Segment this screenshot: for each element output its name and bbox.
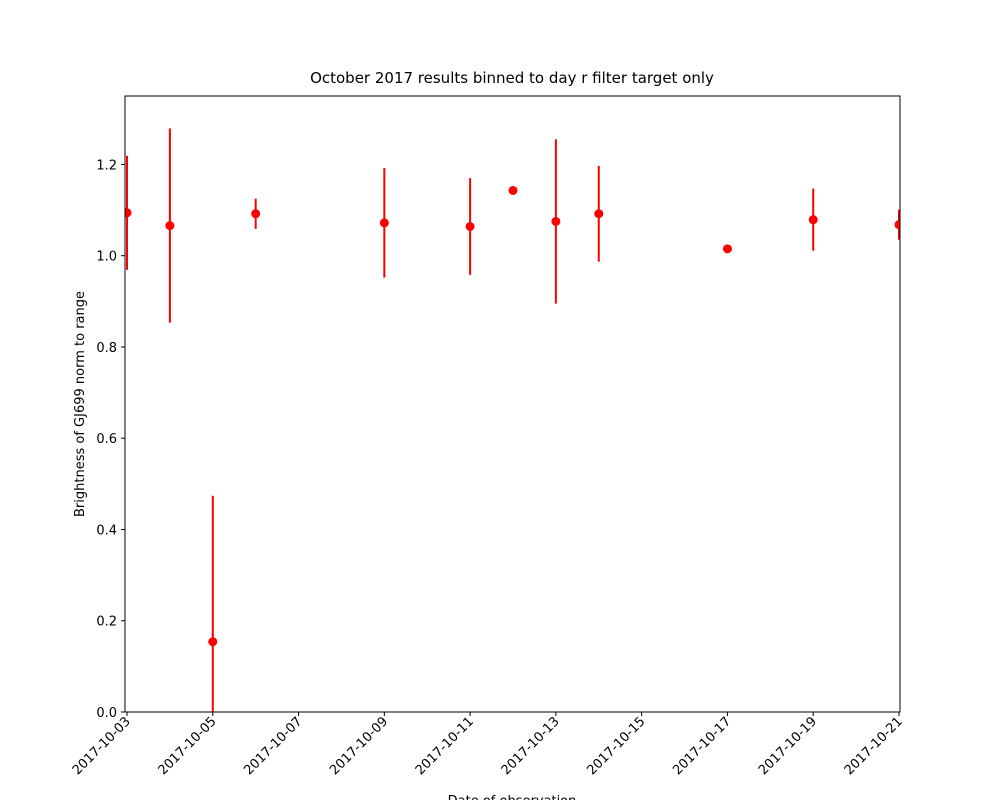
- y-tick-label: 0.8: [96, 341, 117, 356]
- x-tick-label: 2017-10-17: [670, 714, 734, 778]
- x-tick-label: 2017-10-11: [413, 714, 477, 778]
- x-axis-label: Date of observation: [448, 794, 577, 800]
- x-tick-label: 2017-10-21: [842, 714, 906, 778]
- x-tick-label: 2017-10-19: [756, 714, 820, 778]
- data-point: [551, 216, 561, 226]
- data-point: [465, 222, 475, 232]
- data-point: [594, 209, 604, 219]
- y-tick-label: 1.0: [96, 250, 117, 265]
- data-point: [508, 185, 518, 195]
- x-tick-label: 2017-10-15: [584, 714, 648, 778]
- y-axis-label: Brightness of GJ699 norm to range: [73, 291, 88, 517]
- axes-frame: [124, 95, 901, 713]
- chart-title: October 2017 results binned to day r fil…: [310, 69, 714, 87]
- x-tick-label: 2017-10-13: [499, 714, 563, 778]
- y-tick-label: 0.4: [96, 523, 117, 538]
- data-point: [808, 215, 818, 225]
- y-tick-label: 0.6: [96, 432, 117, 447]
- plot-area: [125, 128, 900, 712]
- y-tick-label: 0.2: [96, 615, 117, 630]
- data-point: [125, 208, 132, 218]
- data-point: [208, 637, 218, 647]
- x-tick-label: 2017-10-07: [241, 714, 305, 778]
- data-point: [251, 209, 261, 219]
- data-point: [894, 220, 900, 230]
- x-tick-label: 2017-10-03: [70, 714, 134, 778]
- data-point: [165, 221, 175, 231]
- data-point: [379, 218, 389, 228]
- x-tick-label: 2017-10-09: [327, 714, 391, 778]
- y-tick-label: 0.0: [96, 706, 117, 721]
- y-tick-label: 1.2: [96, 158, 117, 173]
- data-point: [722, 244, 732, 254]
- x-tick-label: 2017-10-05: [156, 714, 220, 778]
